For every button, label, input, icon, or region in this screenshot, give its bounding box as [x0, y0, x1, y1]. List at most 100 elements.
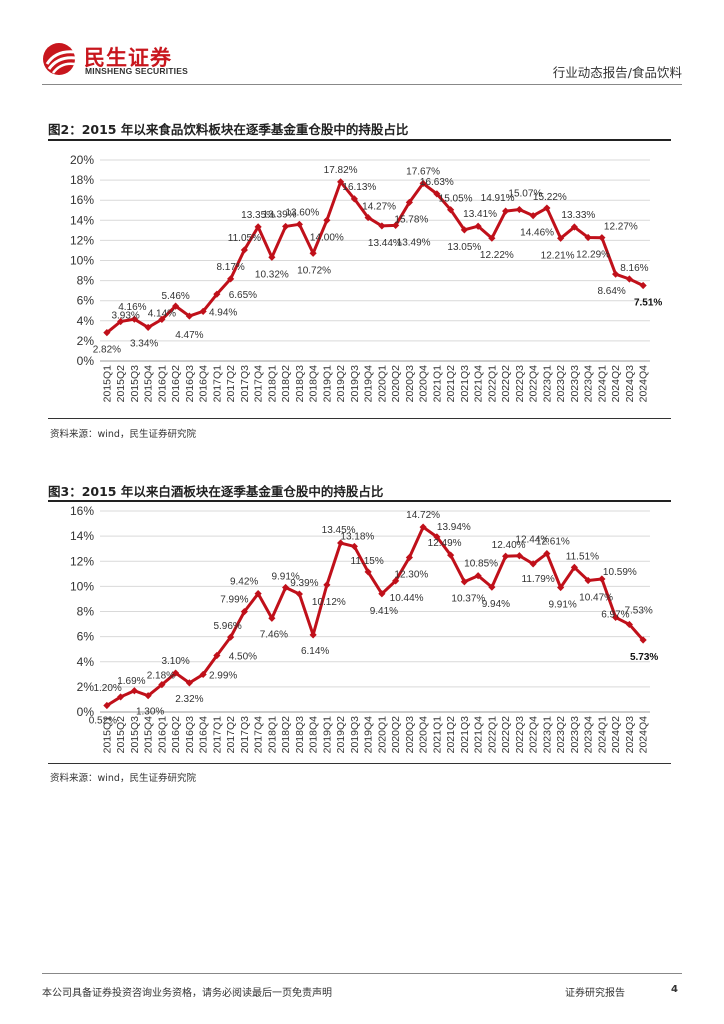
footer-disclaimer: 本公司具备证券投资咨询业务资格，请务必阅读最后一页免责声明 — [42, 988, 332, 999]
data-point — [364, 213, 372, 222]
data-label: 5.96% — [213, 621, 241, 632]
y-tick-label: 10% — [70, 254, 94, 268]
data-point — [282, 222, 290, 231]
data-label: 8.16% — [620, 263, 648, 274]
brand-name-en: MINSHENG SECURITIES — [85, 66, 188, 76]
data-point — [460, 226, 468, 234]
x-tick-label: 2020Q2 — [390, 365, 402, 403]
data-point — [323, 216, 331, 224]
x-tick-label: 2024Q3 — [624, 716, 636, 754]
figure-3-title: 图3：2015 年以来白酒板块在逐季基金重仓股中的持股占比 — [48, 484, 384, 499]
y-tick-label: 6% — [77, 630, 95, 644]
x-tick-label: 2015Q1 — [101, 365, 113, 403]
data-point — [419, 523, 427, 531]
x-tick-label: 2024Q4 — [638, 716, 650, 754]
x-tick-label: 2016Q4 — [198, 716, 210, 754]
x-tick-label: 2021Q4 — [473, 716, 485, 754]
data-point — [268, 253, 276, 261]
x-tick-label: 2020Q4 — [418, 365, 430, 403]
x-axis-labels: 2015Q1 2015Q2 2015Q3 2015Q4 2016Q1 2016Q2 2016… — [101, 716, 649, 754]
data-label: 10.44% — [390, 593, 424, 604]
data-label: 5.46% — [161, 291, 189, 302]
data-label: 4.14% — [148, 308, 176, 319]
x-tick-label: 2017Q4 — [253, 365, 265, 403]
y-tick-label: 16% — [70, 504, 94, 518]
data-point — [543, 204, 551, 212]
page-number: 4 — [671, 984, 678, 995]
x-tick-label: 2017Q2 — [225, 365, 237, 403]
data-label: 8.64% — [597, 286, 625, 297]
data-point — [598, 575, 606, 583]
data-label: 15.78% — [394, 214, 428, 225]
x-tick-label: 2022Q3 — [514, 716, 526, 754]
data-point — [584, 233, 592, 242]
figure-3-source: 资料来源：wind，民生证券研究院 — [50, 773, 196, 784]
y-tick-label: 2% — [77, 334, 95, 348]
y-tick-label: 14% — [70, 529, 94, 543]
data-point — [474, 222, 482, 230]
y-tick-label: 8% — [77, 274, 95, 288]
x-axis-labels: 2015Q1 2015Q2 2015Q3 2015Q4 2016Q1 2016Q2 2016… — [101, 365, 649, 403]
y-tick-label: 8% — [77, 605, 95, 619]
data-point — [502, 207, 510, 215]
data-label: 13.45% — [322, 525, 356, 536]
data-label: 10.37% — [451, 594, 485, 605]
x-tick-label: 2024Q2 — [610, 365, 622, 403]
figure-2-source: 资料来源：wind，民生证券研究院 — [50, 429, 196, 440]
data-point — [405, 198, 413, 207]
x-tick-label: 2017Q4 — [253, 716, 265, 754]
x-tick-label: 2020Q1 — [376, 365, 388, 403]
data-point — [378, 222, 386, 230]
x-tick-label: 2017Q2 — [225, 716, 237, 754]
data-point — [295, 590, 303, 598]
footer-divider — [42, 973, 682, 974]
data-point — [323, 581, 331, 589]
data-label: 13.18% — [340, 531, 374, 542]
x-tick-label: 2015Q1 — [101, 716, 113, 754]
data-label: 2.18% — [147, 671, 175, 682]
data-label: 14.46% — [520, 228, 554, 239]
figure-3-top-rule — [48, 500, 671, 502]
data-point — [460, 578, 468, 586]
data-label: 9.91% — [548, 600, 576, 611]
footer-doc-type: 证券研究报告 — [565, 988, 625, 999]
x-tick-label: 2021Q3 — [459, 365, 471, 403]
x-tick-label: 2019Q3 — [349, 365, 361, 403]
x-tick-label: 2015Q3 — [129, 365, 141, 403]
brand-name-cn: 民生证券 — [84, 46, 172, 70]
data-point — [199, 670, 207, 679]
x-tick-label: 2022Q3 — [514, 365, 526, 403]
data-label: 15.05% — [439, 194, 473, 205]
data-point — [350, 195, 358, 203]
x-tick-label: 2022Q1 — [486, 716, 498, 754]
x-tick-label: 2021Q3 — [459, 716, 471, 754]
x-tick-label: 2024Q1 — [596, 716, 608, 754]
x-tick-label: 2023Q1 — [541, 716, 553, 754]
data-label: 3.93% — [111, 311, 139, 322]
x-tick-label: 2021Q4 — [473, 365, 485, 403]
data-label: 13.94% — [437, 522, 471, 533]
x-tick-label: 2023Q3 — [569, 716, 581, 754]
data-point — [515, 205, 523, 214]
data-label: 12.22% — [480, 250, 514, 261]
y-tick-label: 6% — [77, 294, 95, 308]
x-tick-label: 2020Q3 — [404, 716, 416, 754]
x-tick-label: 2022Q4 — [528, 365, 540, 403]
x-tick-label: 2020Q3 — [404, 365, 416, 403]
x-tick-label: 2023Q1 — [541, 365, 553, 403]
data-label: 12.61% — [536, 537, 570, 548]
x-tick-label: 2022Q2 — [500, 365, 512, 403]
data-label: 9.39% — [290, 578, 318, 589]
data-label: 1.30% — [136, 707, 164, 718]
y-tick-label: 0% — [77, 705, 95, 719]
data-label: 9.91% — [271, 572, 299, 583]
x-tick-label: 2019Q1 — [321, 716, 333, 754]
y-axis-labels: 0% 2% 4% 6% 8% 10% 12% 14% 16% 18% 20% — [70, 153, 94, 368]
data-point — [213, 651, 221, 660]
data-point — [419, 179, 427, 188]
y-tick-label: 0% — [77, 354, 95, 368]
figure-2-title: 图2：2015 年以来食品饮料板块在逐季基金重仓股中的持股占比 — [48, 122, 409, 137]
data-label: 11.15% — [351, 556, 384, 567]
x-tick-label: 2016Q1 — [156, 365, 168, 403]
report-section: 行业动态报告/食品饮料 — [552, 65, 682, 80]
